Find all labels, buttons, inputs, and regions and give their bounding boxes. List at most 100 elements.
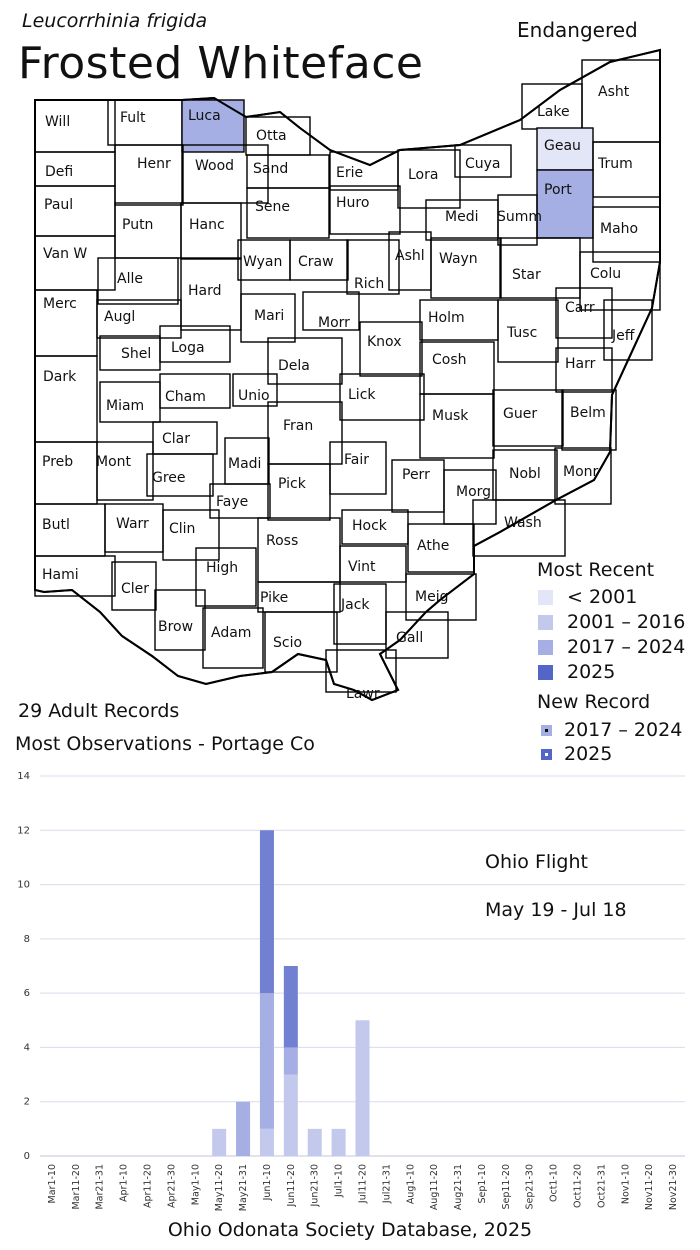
county-label: Nobl (509, 466, 541, 482)
county-label: Clar (162, 431, 190, 447)
county-label: Cosh (432, 352, 467, 368)
county-label: Alle (117, 271, 143, 287)
county-label: Wayn (439, 251, 478, 267)
county-shape (114, 144, 184, 206)
county-unio: Unio (232, 373, 278, 407)
county-shape (579, 251, 661, 311)
y-tick-label: 2 (24, 1097, 30, 1108)
legend-item: < 2001 (538, 585, 637, 609)
county-label: Belm (570, 405, 606, 421)
county-label: Mont (96, 454, 132, 470)
x-tick-label: May11-20 (214, 1164, 225, 1211)
county-label: Athe (417, 538, 449, 554)
y-tick-label: 14 (17, 771, 30, 782)
county-label: Morr (318, 315, 350, 331)
most-observations: Most Observations - Portage Co (15, 733, 315, 755)
x-tick-label: Jul1-10 (334, 1164, 345, 1198)
county-cler: Cler (111, 561, 157, 611)
county-shape (209, 483, 271, 519)
county-label: Lick (348, 387, 376, 403)
county-label: Warr (116, 516, 149, 532)
county-label: Loga (171, 340, 205, 356)
county-label: High (206, 560, 238, 576)
county-label: Paul (44, 197, 73, 213)
bar-segment (259, 993, 274, 1129)
county-label: Maho (600, 221, 638, 237)
county-monr: Monr (554, 447, 612, 505)
x-tick-label: Nov1-10 (620, 1164, 631, 1204)
county-label: Knox (367, 334, 401, 350)
county-label: Trum (597, 156, 633, 172)
county-label: Cuya (465, 156, 501, 172)
county-label: Morg (456, 484, 491, 500)
county-shape (264, 611, 338, 673)
county-shape (97, 257, 179, 305)
species-common-name: Frosted Whiteface (18, 38, 424, 89)
county-label: Ashl (395, 248, 425, 264)
x-tick-label: Apr1-10 (119, 1164, 130, 1202)
county-augl: Augl (96, 299, 182, 339)
county-shape (554, 447, 612, 505)
bar-segment (283, 1074, 298, 1156)
county-craw: Craw (289, 239, 349, 281)
county-scio: Scio (264, 611, 338, 673)
bar-segment (212, 1128, 227, 1156)
county-label: Clin (169, 521, 195, 537)
county-guer: Guer (492, 389, 564, 447)
county-shape (555, 347, 613, 393)
county-shape (397, 149, 461, 209)
x-tick-label: Oct21-31 (596, 1164, 607, 1208)
county-gall: Gall (385, 611, 449, 659)
county-gree: Gree (146, 453, 214, 497)
county-shape (339, 373, 425, 421)
county-shape (302, 291, 360, 331)
county-label: Colu (590, 266, 621, 282)
county-label: Madi (228, 456, 261, 472)
county-label: Jeff (611, 328, 635, 344)
county-geau: Geau (536, 127, 594, 171)
county-label: Gall (396, 630, 423, 646)
x-tick-label: Aug1-10 (405, 1164, 416, 1204)
county-shape (202, 607, 264, 669)
county-carr: Carr (555, 287, 613, 339)
county-label: Scio (273, 635, 302, 651)
county-label: Summ (497, 209, 542, 225)
county-henr: Henr (114, 144, 184, 206)
county-label: Shel (121, 346, 151, 362)
county-label: Huro (336, 195, 369, 211)
county-label: Hami (42, 567, 79, 583)
county-label: Cler (121, 581, 149, 597)
county-label: Dark (43, 369, 77, 385)
bar-segment (259, 1128, 274, 1156)
county-label: Perr (402, 467, 430, 483)
county-high: High (195, 547, 257, 607)
county-label: Unio (238, 388, 270, 404)
county-faye: Faye (209, 483, 271, 519)
county-port: Port (536, 169, 594, 239)
x-tick-label: Mar11-20 (71, 1164, 82, 1210)
county-label: Monr (563, 464, 599, 480)
county-label: Craw (298, 254, 334, 270)
legend-swatch (538, 614, 553, 630)
y-tick-label: 8 (24, 934, 30, 945)
county-label: Fair (344, 452, 369, 468)
county-label: Otta (256, 128, 287, 144)
county-shape (385, 611, 449, 659)
county-morr: Morr (302, 291, 360, 331)
county-shape (96, 441, 154, 501)
county-shape (111, 561, 157, 611)
new-record-item: 2025 (541, 742, 612, 766)
county-loga: Loga (159, 325, 231, 363)
bar-segment (283, 966, 298, 1048)
county-dela: Dela (267, 337, 343, 385)
legend-swatch (538, 639, 553, 655)
county-miam: Miam (99, 381, 161, 423)
county-lora: Lora (397, 149, 461, 209)
x-tick-label: Mar1-10 (47, 1164, 58, 1203)
county-label: Musk (432, 408, 469, 424)
county-label: Guer (503, 406, 537, 422)
legend-title: Most Recent (537, 559, 655, 581)
county-shape (419, 393, 495, 459)
county-shape (246, 187, 330, 239)
x-tick-label: Sep1-10 (477, 1164, 488, 1203)
